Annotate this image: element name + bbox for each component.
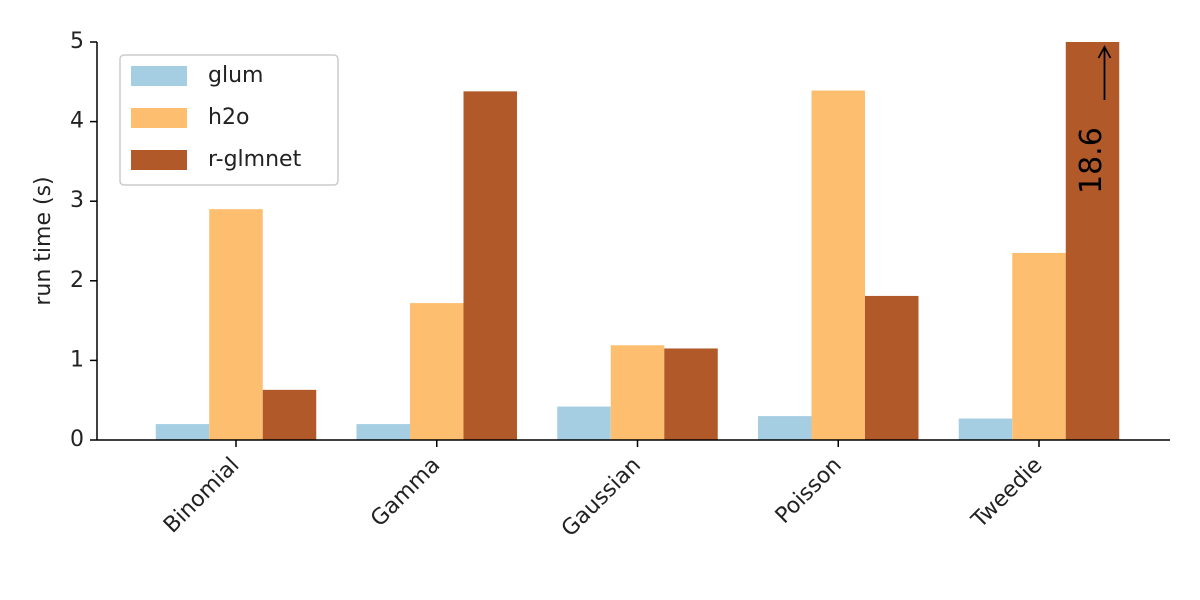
x-tick-label: Poisson (771, 453, 847, 529)
bar (958, 418, 1013, 440)
bar (209, 209, 263, 440)
x-tick-label: Tweedie (967, 453, 1048, 534)
plot-area (155, 42, 1120, 440)
bar (463, 91, 517, 440)
x-tick-label: Gaussian (557, 453, 646, 542)
legend-swatch (131, 66, 187, 86)
legend-label: glum (208, 63, 263, 88)
y-tick-label: 0 (70, 427, 84, 452)
y-tick-label: 5 (70, 29, 84, 54)
legend-swatch (131, 150, 187, 170)
y-tick-label: 1 (70, 347, 84, 372)
y-axis-label: run time (s) (31, 176, 56, 305)
bar (557, 406, 611, 440)
bar (1012, 252, 1066, 440)
legend-swatch (131, 108, 187, 128)
bar (1065, 42, 1120, 440)
bar (865, 295, 919, 440)
y-tick-label: 2 (70, 268, 84, 293)
bar (664, 348, 718, 440)
bar (356, 424, 410, 440)
legend-label: h2o (208, 105, 249, 130)
x-tick-label: Gamma (366, 453, 445, 532)
legend-label: r-glmnet (208, 147, 302, 172)
bar (610, 345, 665, 440)
y-tick-label: 4 (70, 109, 84, 134)
bar (758, 416, 812, 440)
bar (262, 389, 317, 440)
x-tick-label: Binomial (159, 453, 244, 538)
bar (410, 303, 464, 440)
overflow-arrowhead (1097, 45, 1112, 59)
bar (155, 424, 210, 440)
overflow-label: 18.6 (1074, 127, 1109, 194)
y-tick-label: 3 (70, 188, 84, 213)
bar (811, 90, 865, 440)
